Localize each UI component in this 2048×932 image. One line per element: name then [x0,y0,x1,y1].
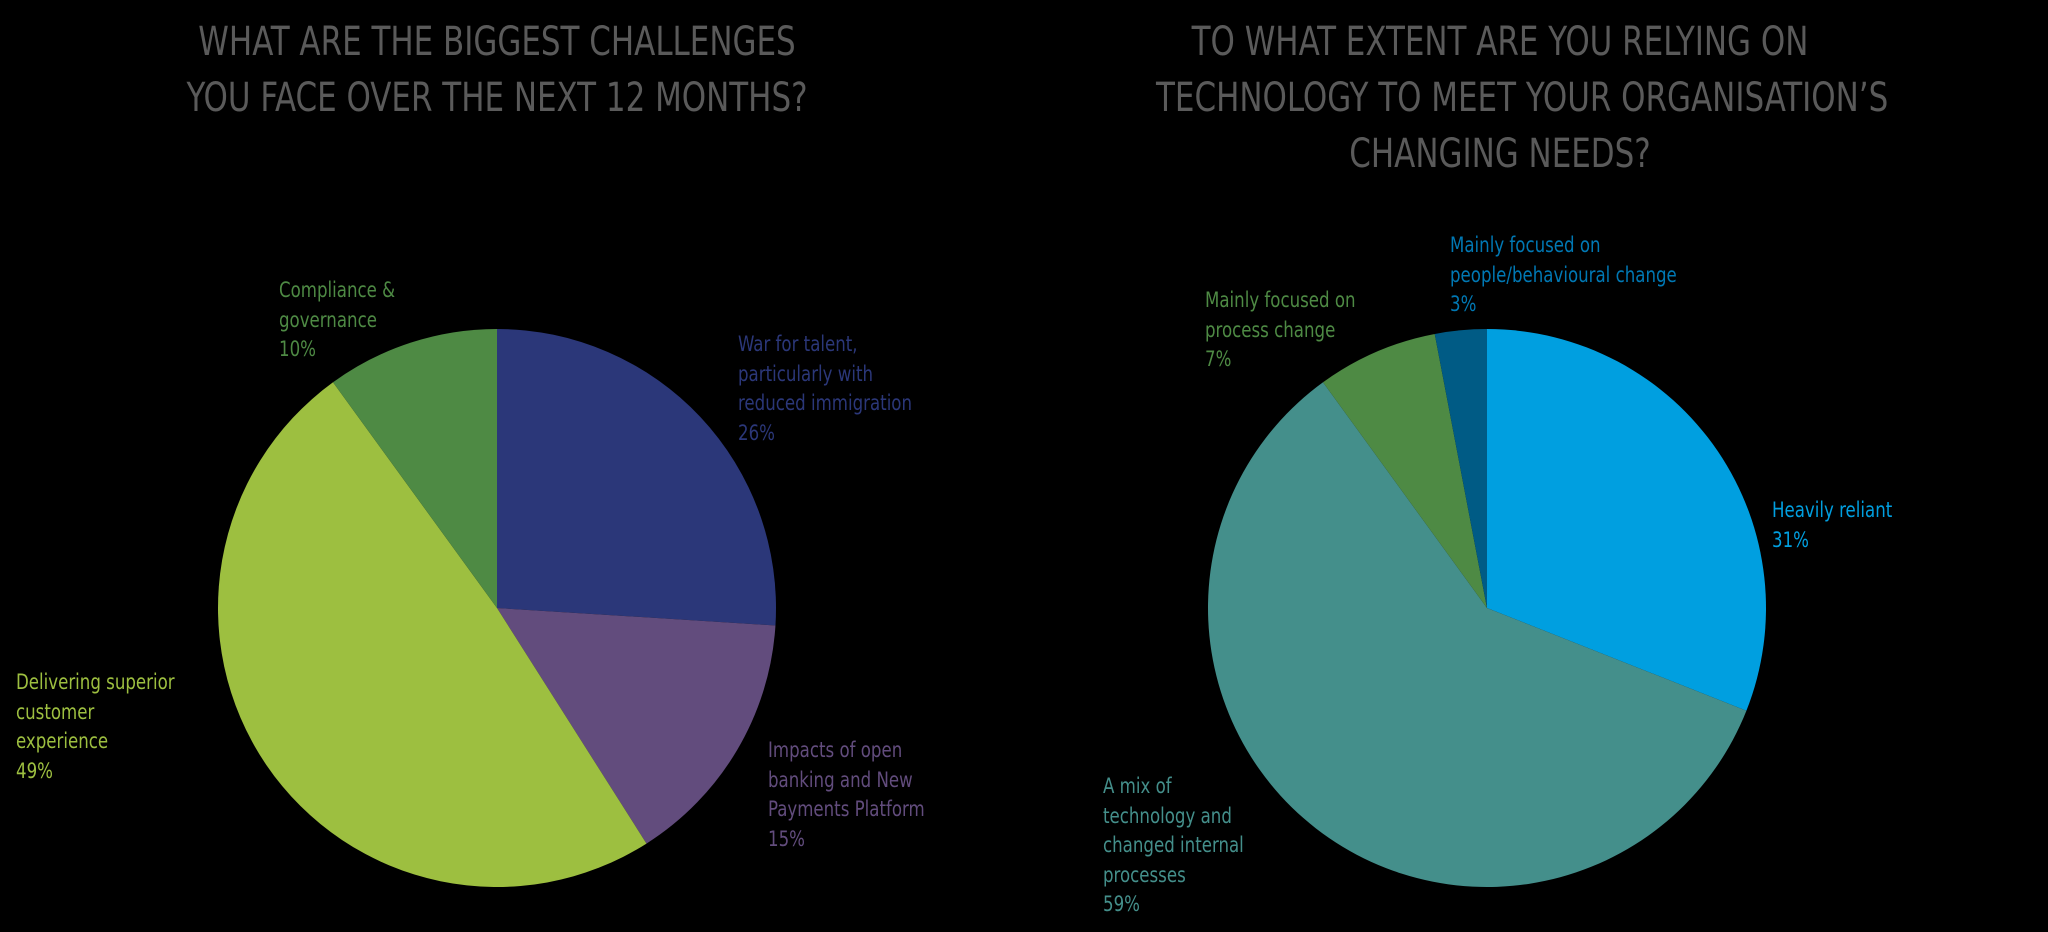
label-line: Compliance & [279,278,396,302]
label-line: Mainly focused on [1205,288,1356,312]
label-line: Delivering superior [16,670,175,694]
label-heavily-reliant: Heavily reliant 31% [1772,496,1892,555]
label-line: process change [1205,317,1336,342]
label-percent: 26% [738,420,775,445]
pie-slice [1434,329,1487,608]
technology-reliance-pie [1207,329,1766,888]
chart-2-title: TO WHAT EXTENT ARE YOU RELYING ON TECHNO… [1156,14,1889,182]
label-process-change: Mainly focused on process change 7% [1205,286,1356,375]
chart-2-title-line-2: TECHNOLOGY TO MEET YOUR ORGANISATION’S [1156,75,1889,121]
label-percent: 31% [1772,527,1809,552]
label-line: technology and [1103,803,1232,828]
label-people-change: Mainly focused on people/behavioural cha… [1450,231,1677,320]
chart-1-title-line-2: YOU FACE OVER THE NEXT 12 MONTHS? [186,75,808,121]
label-mix-technology: A mix of technology and changed internal… [1103,772,1244,920]
label-percent: 49% [16,758,53,783]
label-line: people/behavioural change [1450,262,1677,287]
label-line: A mix of [1103,774,1172,798]
label-line: Payments Platform [768,797,925,821]
chart-1-title-line-1: WHAT ARE THE BIGGEST CHALLENGES [198,19,796,65]
pie-slice [1207,382,1747,888]
label-war-for-talent: War for talent, particularly with reduce… [738,330,912,448]
label-line: particularly with [738,361,874,386]
label-line: processes [1103,862,1186,887]
label-open-banking: Impacts of open banking and New Payments… [768,736,925,854]
pie-slice [1487,329,1766,711]
label-line: Mainly focused on [1450,233,1601,257]
pie-slice [1323,333,1487,608]
chart-1-title: WHAT ARE THE BIGGEST CHALLENGES YOU FACE… [153,14,841,126]
pie-slice [333,329,497,608]
label-line: experience [16,729,109,753]
chart-2-title-line-3: CHANGING NEEDS? [1349,131,1651,177]
label-line: governance [279,307,377,332]
label-percent: 10% [279,337,316,361]
label-compliance: Compliance & governance 10% [279,276,395,365]
label-percent: 15% [768,826,805,851]
pie-slice [497,608,776,844]
label-line: War for talent, [738,332,858,356]
label-line: banking and New [768,767,913,792]
pie-slice [497,329,776,626]
label-percent: 7% [1205,347,1232,371]
label-line: Heavily reliant [1772,498,1893,522]
label-percent: 3% [1450,292,1477,316]
label-line: Impacts of open [768,738,903,762]
label-line: changed internal [1103,833,1244,857]
label-line: reduced immigration [738,391,913,415]
label-percent: 59% [1103,892,1140,916]
challenges-pie [217,329,776,888]
label-line: customer [16,699,95,724]
pie-slice [217,382,647,888]
label-customer-experience: Delivering superior customer experience … [16,668,175,786]
chart-2-title-line-1: TO WHAT EXTENT ARE YOU RELYING ON [1191,19,1809,65]
